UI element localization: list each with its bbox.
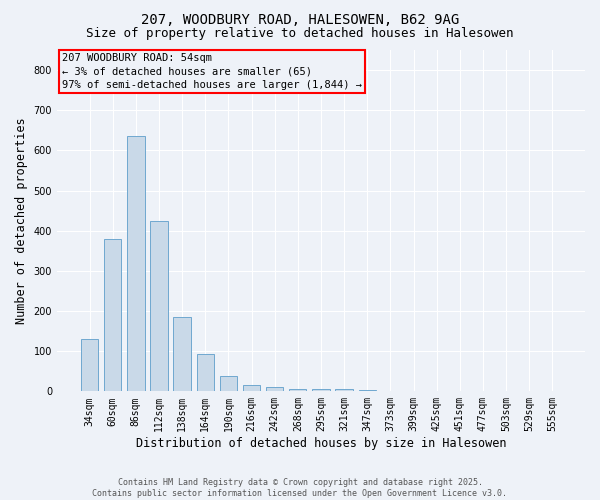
Bar <box>173 317 191 392</box>
Text: 207 WOODBURY ROAD: 54sqm
← 3% of detached houses are smaller (65)
97% of semi-de: 207 WOODBURY ROAD: 54sqm ← 3% of detache… <box>62 54 362 90</box>
Bar <box>243 384 260 392</box>
Bar <box>81 339 98 392</box>
Bar <box>289 390 307 392</box>
Bar <box>151 220 167 392</box>
Bar <box>197 354 214 392</box>
Text: Contains HM Land Registry data © Crown copyright and database right 2025.
Contai: Contains HM Land Registry data © Crown c… <box>92 478 508 498</box>
Bar <box>127 136 145 392</box>
Y-axis label: Number of detached properties: Number of detached properties <box>15 118 28 324</box>
Bar <box>312 390 329 392</box>
Text: Size of property relative to detached houses in Halesowen: Size of property relative to detached ho… <box>86 28 514 40</box>
Bar <box>220 376 237 392</box>
X-axis label: Distribution of detached houses by size in Halesowen: Distribution of detached houses by size … <box>136 437 506 450</box>
Bar <box>359 390 376 392</box>
Bar <box>266 388 283 392</box>
Bar <box>104 238 121 392</box>
Bar <box>335 388 353 392</box>
Text: 207, WOODBURY ROAD, HALESOWEN, B62 9AG: 207, WOODBURY ROAD, HALESOWEN, B62 9AG <box>141 12 459 26</box>
